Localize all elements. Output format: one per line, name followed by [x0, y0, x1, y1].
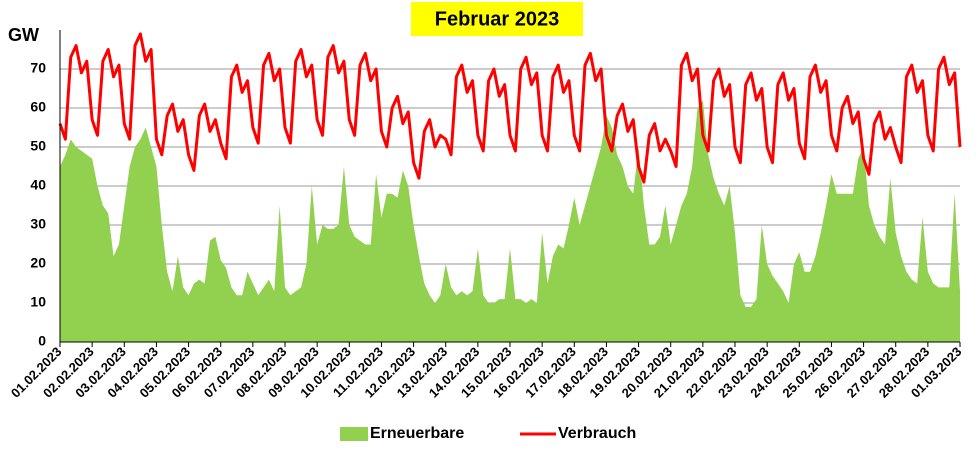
y-axis-label: GW [8, 25, 39, 45]
title-box [411, 2, 583, 36]
y-tick-label: 20 [30, 255, 46, 271]
y-tick-label: 30 [30, 216, 46, 232]
y-tick-label: 60 [30, 99, 46, 115]
line [58, 32, 962, 184]
chart-title: Februar 2023 [435, 8, 560, 30]
y-tick-label: 0 [38, 333, 46, 349]
legend-label: Verbrauch [558, 425, 636, 442]
y-tick-label: 70 [30, 60, 46, 76]
area [60, 100, 960, 342]
legend-label: Erneuerbare [370, 425, 464, 442]
legend-swatch [340, 427, 368, 441]
y-tick-label: 50 [30, 138, 46, 154]
y-tick-label: 40 [30, 177, 46, 193]
y-tick-label: 10 [30, 294, 46, 310]
